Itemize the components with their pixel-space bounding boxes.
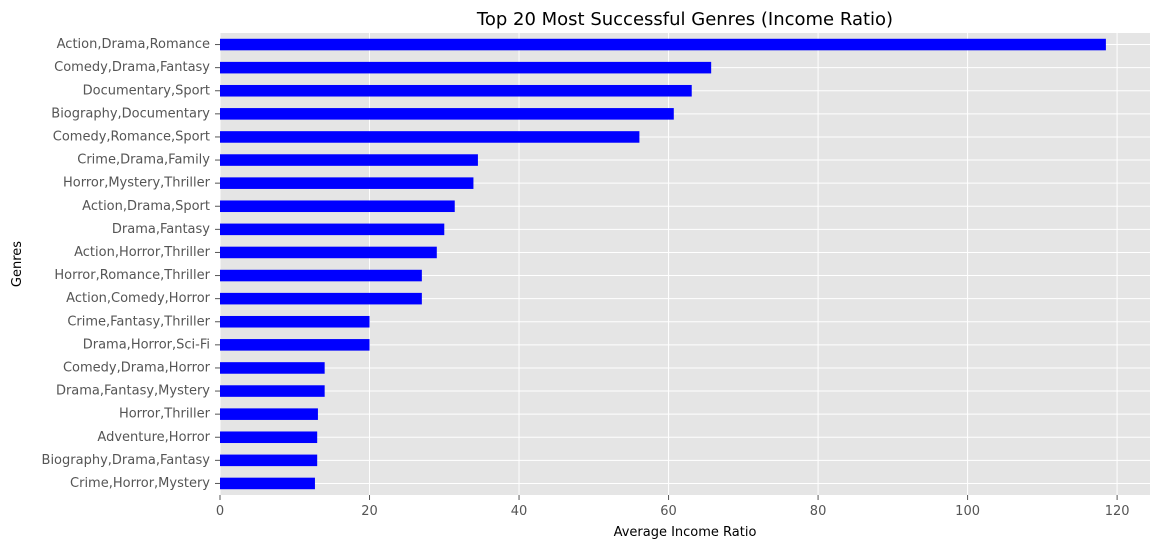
bar [220, 154, 478, 166]
y-tick-label: Biography,Drama,Fantasy [42, 453, 211, 468]
x-axis-label: Average Income Ratio [614, 525, 757, 540]
bar [220, 61, 712, 74]
bar [220, 385, 325, 397]
y-tick-label: Action,Drama,Romance [57, 37, 210, 52]
x-tick-label: 80 [810, 504, 827, 519]
y-tick-label: Crime,Horror,Mystery [70, 476, 210, 491]
chart-title: Top 20 Most Successful Genres (Income Ra… [476, 9, 893, 30]
x-tick-label: 0 [216, 504, 224, 519]
bars [220, 38, 1106, 490]
bar [220, 315, 370, 328]
y-tick-label: Horror,Mystery,Thriller [63, 176, 211, 191]
y-tick-label: Comedy,Drama,Horror [63, 360, 211, 375]
x-tick-label: 40 [511, 504, 528, 519]
x-tick-label: 60 [660, 504, 677, 519]
y-tick-label: Documentary,Sport [83, 83, 210, 98]
y-tick-label: Comedy,Romance,Sport [53, 129, 210, 144]
bar [220, 454, 318, 467]
bar [220, 84, 692, 97]
bar [220, 362, 325, 374]
bar [220, 339, 370, 351]
bar [220, 108, 674, 120]
y-tick-label: Drama,Horror,Sci-Fi [83, 337, 210, 352]
y-axis-ticks: Action,Drama,Romance Comedy,Drama,Fantasy… [42, 37, 220, 491]
y-tick-label: Adventure,Horror [97, 430, 210, 445]
bar [220, 269, 422, 282]
y-tick-label: Action,Drama,Sport [82, 199, 210, 214]
bar [220, 292, 422, 305]
x-tick-label: 100 [955, 504, 980, 519]
x-tick-label: 20 [361, 504, 378, 519]
bar [220, 38, 1106, 51]
y-tick-label: Action,Comedy,Horror [66, 291, 210, 306]
plot-background [220, 33, 1150, 495]
y-tick-label: Horror,Thriller [119, 407, 211, 422]
bar [220, 131, 640, 143]
y-tick-label: Horror,Romance,Thriller [54, 268, 210, 283]
bar [220, 177, 474, 189]
y-tick-label: Crime,Fantasy,Thriller [67, 314, 210, 329]
bar [220, 223, 445, 236]
y-tick-label: Crime,Drama,Family [77, 153, 210, 168]
bar [220, 431, 318, 444]
y-tick-label: Drama,Fantasy [112, 222, 210, 237]
bar [220, 477, 315, 490]
bar [220, 200, 455, 213]
bar [220, 408, 318, 420]
x-axis-ticks: 0 20 40 60 80 100 120 [216, 495, 1130, 519]
y-tick-label: Action,Horror,Thriller [74, 245, 211, 260]
x-tick-label: 120 [1105, 504, 1130, 519]
bar [220, 246, 437, 259]
y-tick-label: Drama,Fantasy,Mystery [56, 384, 210, 399]
y-axis-label: Genres [10, 241, 25, 287]
y-tick-label: Comedy,Drama,Fantasy [54, 60, 210, 75]
y-tick-label: Biography,Documentary [51, 106, 210, 121]
